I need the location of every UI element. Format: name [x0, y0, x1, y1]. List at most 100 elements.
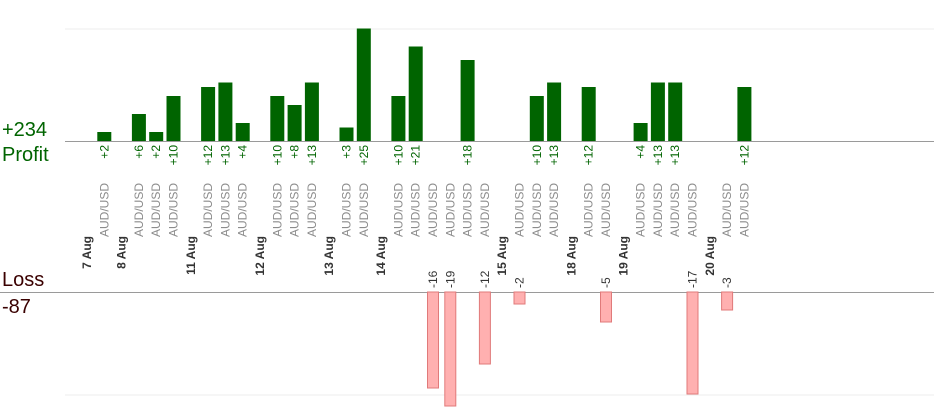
profit-bar: [235, 123, 250, 141]
loss-total: -87: [2, 296, 31, 318]
profit-bar: [149, 132, 164, 141]
profit-bar: [633, 123, 648, 141]
loss-bar: [600, 291, 612, 323]
pair-label: AUD/USD: [97, 183, 111, 237]
profit-value-label: +10: [270, 145, 284, 166]
pair-label: AUD/USD: [426, 183, 440, 237]
profit-value-label: +6: [132, 145, 146, 159]
profit-value-label: +12: [582, 145, 596, 166]
pair-label: AUD/USD: [443, 183, 457, 237]
profit-value-label: +2: [97, 145, 111, 159]
profit-value-label: +13: [547, 145, 561, 166]
profit-total: +234: [2, 119, 48, 141]
day-label: 20 Aug: [703, 236, 717, 276]
day-label: 13 Aug: [322, 236, 336, 276]
profit-value-label: +21: [409, 145, 423, 166]
loss-label: Loss: [2, 269, 45, 291]
profit-bar: [131, 114, 146, 141]
day-label: 14 Aug: [374, 236, 388, 276]
profit-value-label: +25: [357, 145, 371, 166]
pair-label: AUD/USD: [236, 183, 250, 237]
pair-label: AUD/USD: [478, 183, 492, 237]
profit-value-label: +2: [149, 145, 163, 159]
profit-value-label: +13: [668, 145, 682, 166]
day-label: 11 Aug: [184, 236, 198, 275]
loss-value-label: -19: [443, 270, 457, 288]
profit-bar: [460, 60, 475, 141]
profit-bar: [97, 132, 112, 141]
profit-value-label: +10: [167, 145, 181, 166]
loss-bar: [444, 291, 457, 407]
profit-value-label: +10: [391, 145, 405, 166]
profit-bar: [304, 82, 319, 141]
day-label: 19 Aug: [616, 236, 630, 276]
pair-label: AUD/USD: [132, 183, 146, 237]
pair-label: AUD/USD: [720, 183, 734, 237]
loss-bar: [686, 291, 699, 395]
profit-label: Profit: [2, 144, 49, 166]
pair-label: AUD/USD: [513, 183, 527, 237]
profit-value-label: +18: [461, 145, 475, 166]
pair-label: AUD/USD: [201, 183, 215, 237]
profit-value-label: +13: [651, 145, 665, 166]
profit-value-label: +10: [530, 145, 544, 166]
day-label: 7 Aug: [80, 236, 94, 269]
pair-label: AUD/USD: [668, 183, 682, 237]
profit-value-label: +13: [218, 145, 232, 166]
profit-bar: [547, 82, 562, 141]
loss-value-label: -17: [686, 270, 700, 288]
loss-bar: [427, 291, 439, 389]
pair-label: AUD/USD: [391, 183, 405, 237]
pair-label: AUD/USD: [651, 183, 665, 237]
profit-bar: [339, 127, 354, 141]
profit-bar: [408, 46, 423, 141]
profit-bar: [218, 82, 233, 141]
profit-bar: [529, 96, 544, 141]
profit-value-label: +12: [201, 145, 215, 166]
profit-value-label: +4: [634, 145, 648, 159]
day-label: 8 Aug: [115, 236, 129, 269]
loss-value-label: -5: [599, 277, 613, 288]
loss-value-label: -3: [720, 277, 734, 288]
loss-value-label: -12: [478, 270, 492, 288]
pair-label: AUD/USD: [599, 183, 613, 237]
loss-bar: [513, 291, 526, 305]
profit-bar: [391, 96, 406, 141]
profit-bar: [581, 87, 596, 141]
pair-label: AUD/USD: [686, 183, 700, 237]
loss-value-label: -16: [426, 270, 440, 288]
pair-label: AUD/USD: [547, 183, 561, 237]
profit-value-label: +8: [288, 145, 302, 159]
day-label: 18 Aug: [564, 236, 578, 276]
pair-label: AUD/USD: [582, 183, 596, 237]
pair-label: AUD/USD: [167, 183, 181, 237]
loss-bar: [478, 291, 491, 365]
profit-value-label: +12: [737, 145, 751, 166]
profit-bar: [668, 82, 683, 141]
pair-label: AUD/USD: [340, 183, 354, 237]
pair-label: AUD/USD: [149, 183, 163, 237]
profit-bar: [270, 96, 285, 141]
pair-label: AUD/USD: [270, 183, 284, 237]
pair-label: AUD/USD: [409, 183, 423, 237]
pair-label: AUD/USD: [634, 183, 648, 237]
pair-label: AUD/USD: [288, 183, 302, 237]
profit-bar: [166, 96, 181, 141]
pair-label: AUD/USD: [737, 183, 751, 237]
pair-label: AUD/USD: [218, 183, 232, 237]
profit-bar: [737, 87, 752, 141]
pair-label: AUD/USD: [357, 183, 371, 237]
loss-value-label: -2: [513, 277, 527, 288]
pair-label: AUD/USD: [530, 183, 544, 237]
pair-label: AUD/USD: [305, 183, 319, 237]
pair-label: AUD/USD: [461, 183, 475, 237]
profit-bar: [356, 28, 371, 141]
profit-bar: [201, 87, 216, 141]
loss-bar: [721, 291, 734, 311]
profit-value-label: +4: [236, 145, 250, 159]
profit-bar: [650, 82, 665, 141]
profit-value-label: +3: [340, 145, 354, 159]
day-label: 15 Aug: [495, 236, 509, 276]
profit-value-label: +13: [305, 145, 319, 166]
